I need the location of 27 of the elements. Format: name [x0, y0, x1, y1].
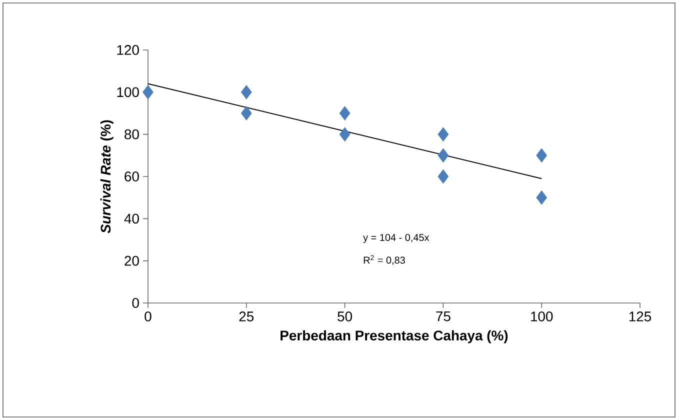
point [536, 148, 548, 163]
x-tick-label: 50 [338, 312, 352, 322]
point [438, 148, 449, 163]
x-tick-label: 0 [144, 312, 152, 322]
y-tick-label: 60 [124, 172, 139, 182]
x-tick-label: 25 [239, 312, 254, 322]
y-tick-label: 120 [117, 45, 139, 55]
y-tick-label: 40 [124, 214, 139, 224]
annotation: y = 104 - 0,45x [363, 234, 430, 243]
point [536, 190, 548, 205]
x-tick-label: 75 [436, 312, 450, 322]
point [438, 127, 449, 142]
point [339, 106, 350, 120]
y-tick-label: 20 [124, 256, 139, 266]
point [339, 127, 350, 142]
x-tick-label: 125 [629, 312, 652, 322]
point [142, 84, 154, 100]
point [240, 106, 252, 120]
y-tick-label: 100 [117, 87, 139, 98]
x-tick-label: 100 [531, 312, 553, 322]
point [240, 84, 252, 100]
y-tick-label: 80 [124, 129, 139, 140]
x-axis-title: Perbedaan Presentase Cahaya (%) [280, 330, 508, 344]
point [438, 169, 449, 184]
y-axis-title: Survival Rate (%) [100, 120, 114, 234]
y-tick-label: 0 [132, 298, 139, 308]
annotation: R$^{2}$ = 0,83 [364, 255, 405, 265]
